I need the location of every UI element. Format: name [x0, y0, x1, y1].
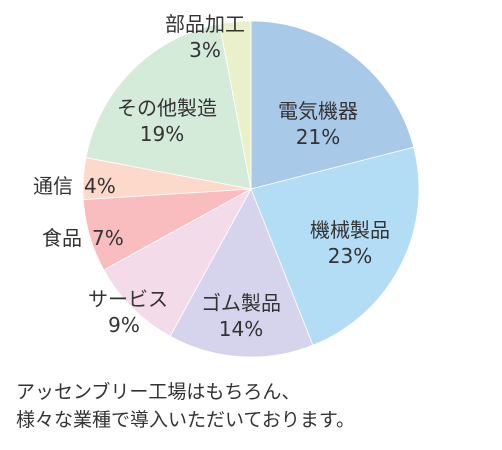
caption-line-2: 様々な業種で導入いただいております。: [16, 409, 355, 431]
slice-label-kikai: 機械製品: [310, 218, 390, 242]
slice-label-denki: 電気機器: [278, 99, 358, 123]
chart-caption: アッセンブリー工場はもちろん、 様々な業種で導入いただいております。: [16, 378, 486, 434]
pie-slice-buhin: [219, 20, 252, 190]
slice-label-buhin: 部品加工: [165, 12, 245, 36]
slice-label-service: サービス: [88, 287, 168, 311]
slice-value-sonota: 19%: [140, 122, 184, 146]
slice-value-kikai: 23%: [328, 244, 372, 268]
slice-value-service: 9%: [108, 313, 140, 337]
slice-value-buhin: 3%: [189, 38, 221, 62]
slice-value-tsushin: 4%: [84, 174, 116, 198]
slice-value-shokuhin: 7%: [92, 226, 124, 250]
pie-slice-gomu: [169, 188, 314, 358]
slice-value-denki: 21%: [296, 125, 340, 149]
pie-slice-service: [103, 187, 253, 337]
slice-label-shokuhin: 食品: [42, 226, 82, 250]
slice-label-sonota: その他製造: [117, 96, 217, 120]
pie-slice-kikai: [250, 146, 420, 346]
pie-slices: [82, 20, 420, 358]
pie-labels: 電気機器 21% 機械製品 23% ゴム製品 14% サービス 9% 食品 7%…: [33, 12, 390, 341]
slice-value-gomu: 14%: [219, 317, 263, 341]
pie-slice-denki: [250, 20, 415, 190]
pie-slice-sonota: [85, 23, 252, 190]
caption-line-1: アッセンブリー工場はもちろん、: [16, 381, 301, 403]
slice-label-gomu: ゴム製品: [201, 291, 281, 315]
slice-label-tsushin: 通信: [33, 174, 73, 198]
